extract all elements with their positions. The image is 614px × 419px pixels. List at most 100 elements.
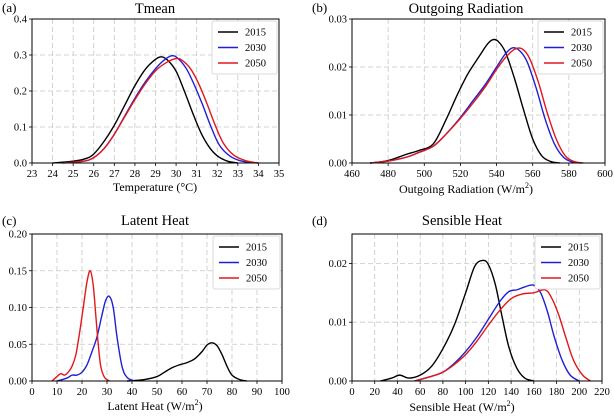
- panel-a-xtick-label: 24: [47, 169, 58, 180]
- panel-d-xtick-label: 0: [349, 387, 354, 398]
- panel-a-series-2050: [62, 57, 259, 164]
- panel-b-title: Outgoing Radiation: [409, 1, 525, 17]
- panel-a-title: Tmean: [135, 1, 176, 17]
- panel-b-series-2015: [369, 38, 560, 164]
- panel-b: (b) Outgoing Radiation Outgoing Radiatio…: [312, 0, 613, 196]
- panel-b-frame: [351, 18, 606, 164]
- panel-c-xtick-label: 70: [202, 387, 213, 398]
- panel-a-legend-box: [211, 20, 278, 75]
- panel-a-xtick-label: 35: [274, 169, 285, 180]
- panel-d-title: Sensible Heat: [422, 213, 502, 229]
- panel-a-legend: 2015 2030 2050: [211, 20, 278, 75]
- panel-a-xtick-label: 31: [191, 169, 202, 180]
- panel-d-legend-label-2015: 2015: [568, 243, 589, 254]
- panel-b-xtick-label: 540: [489, 169, 505, 180]
- panel-c-xtick-label: 90: [252, 387, 263, 398]
- panel-d-xtick-label: 160: [526, 387, 542, 398]
- panel-d-series-2050: [414, 288, 592, 382]
- panel-d-xtick-label: 20: [369, 387, 380, 398]
- panel-a-xtick-label: 32: [212, 169, 223, 180]
- panel-d-xtick-label: 220: [594, 387, 610, 398]
- panel-d-xlabel: Sensible Heat (W/m2): [409, 399, 514, 414]
- panel-d-series-2015: [380, 259, 535, 382]
- panel-b-ytick-label: 0.00: [329, 159, 347, 170]
- panel-c-ytick-label: 0.10: [9, 303, 27, 314]
- panel-b-legend-label-2050: 2050: [571, 59, 592, 70]
- panel-a-frame: [31, 18, 280, 164]
- panel-c-legend: 2015 2030 2050: [212, 235, 281, 290]
- panel-c-series-2015: [126, 342, 248, 382]
- panel-d-ytick-label: 0.00: [329, 377, 347, 388]
- panel-a-ytick-label: 0.4: [14, 15, 28, 26]
- panel-a-ticks: 23 24 25 26 27 28 29 30 31 32 33 34 35 0.0 0.1 0.2 0.3 0.…: [14, 15, 284, 181]
- panel-c-lines: [51, 270, 248, 382]
- panel-d-xtick-label: 140: [503, 387, 519, 398]
- panel-c-title: Latent Heat: [121, 213, 189, 229]
- panel-a-xtick-label: 28: [130, 169, 141, 180]
- panel-c-xtick-label: 10: [52, 387, 63, 398]
- panel-d-xtick-label: 40: [392, 387, 403, 398]
- panel-c: (c) Latent Heat Latent Heat (W/m2) 0 10 20…: [2, 213, 290, 413]
- panel-c-xtick-label: 50: [152, 387, 163, 398]
- panel-c-xtick-label: 0: [29, 387, 34, 398]
- panel-a-legend-label-2030: 2030: [245, 43, 266, 54]
- panel-b-label: (b): [312, 0, 327, 15]
- panel-a-xtick-label: 29: [150, 169, 161, 180]
- panel-d-legend-label-2030: 2030: [568, 258, 589, 269]
- panel-a-label: (a): [2, 0, 16, 15]
- panel-a-ytick-label: 0.3: [14, 51, 27, 62]
- panel-c-xtick-label: 30: [102, 387, 113, 398]
- panel-c-ytick-label: 0.00: [9, 377, 27, 388]
- panel-b-xtick-label: 600: [597, 169, 613, 180]
- panel-b-xtick-label: 520: [453, 169, 469, 180]
- panel-c-ytick-label: 0.20: [9, 230, 27, 241]
- panel-c-ytick-label: 0.15: [9, 266, 27, 277]
- panel-b-xtick-label: 480: [380, 169, 396, 180]
- panel-b-xtick-label: 500: [416, 169, 432, 180]
- panel-a-series-2015: [52, 56, 238, 164]
- panel-b-lines: [369, 38, 584, 164]
- panel-d-xtick-label: 60: [415, 387, 426, 398]
- panel-a-ytick-label: 0.0: [14, 159, 27, 170]
- panel-a-xtick-label: 27: [109, 169, 120, 180]
- panel-b-xtick-label: 460: [344, 169, 360, 180]
- panel-c-xtick-label: 20: [77, 387, 88, 398]
- panel-b-series-2050: [369, 47, 584, 164]
- panel-d-ytick-label: 0.01: [329, 318, 347, 329]
- panel-d-xtick-label: 100: [458, 387, 474, 398]
- panel-d-xtick-label: 120: [480, 387, 496, 398]
- panel-b-ytick-label: 0.02: [329, 63, 347, 74]
- panel-a-ytick-label: 0.1: [14, 123, 27, 134]
- panel-d-frame: [351, 233, 603, 382]
- panel-d-label: (d): [312, 213, 327, 228]
- panel-c-series-2050: [51, 270, 110, 382]
- panel-d: (d) Sensible Heat Sensible Heat (W/m2) 0…: [312, 213, 610, 414]
- panel-c-label: (c): [2, 213, 16, 228]
- panel-d-xtick-label: 80: [438, 387, 449, 398]
- panel-d-xtick-label: 180: [549, 387, 565, 398]
- panel-d-legend-box: [534, 235, 601, 290]
- panel-a-lines: [52, 54, 259, 164]
- panel-d-legend-label-2050: 2050: [568, 274, 589, 285]
- panel-d-series-2030: [414, 284, 580, 382]
- panel-a-xtick-label: 30: [171, 169, 182, 180]
- panel-c-legend-label-2015: 2015: [246, 243, 267, 254]
- panel-a-legend-label-2015: 2015: [245, 28, 266, 39]
- panel-b-ytick-label: 0.03: [329, 15, 347, 26]
- panel-d-legend: 2015 2030 2050: [534, 235, 601, 290]
- panel-a-xtick-label: 33: [233, 169, 244, 180]
- panel-a-legend-label-2050: 2050: [245, 59, 266, 70]
- panel-b-ytick-label: 0.01: [329, 111, 347, 122]
- panel-b-legend-box: [537, 20, 604, 75]
- panel-a-xtick-label: 23: [27, 169, 38, 180]
- panel-a-ytick-label: 0.2: [14, 87, 27, 98]
- panel-a: (a) Tmean Temperature (°C) 23 24 25 26 27 28 2…: [2, 0, 284, 194]
- panel-c-legend-label-2050: 2050: [246, 274, 267, 285]
- panel-c-series-2030: [56, 295, 135, 382]
- panel-b-xtick-label: 560: [525, 169, 541, 180]
- panel-d-xtick-label: 200: [571, 387, 587, 398]
- panel-a-xtick-label: 26: [89, 169, 100, 180]
- panel-a-xtick-label: 34: [253, 169, 264, 180]
- panel-d-ticks: 0 20 40 60 80 100 120 140 160 180 200 220 0.00 0.01 0.…: [329, 259, 610, 398]
